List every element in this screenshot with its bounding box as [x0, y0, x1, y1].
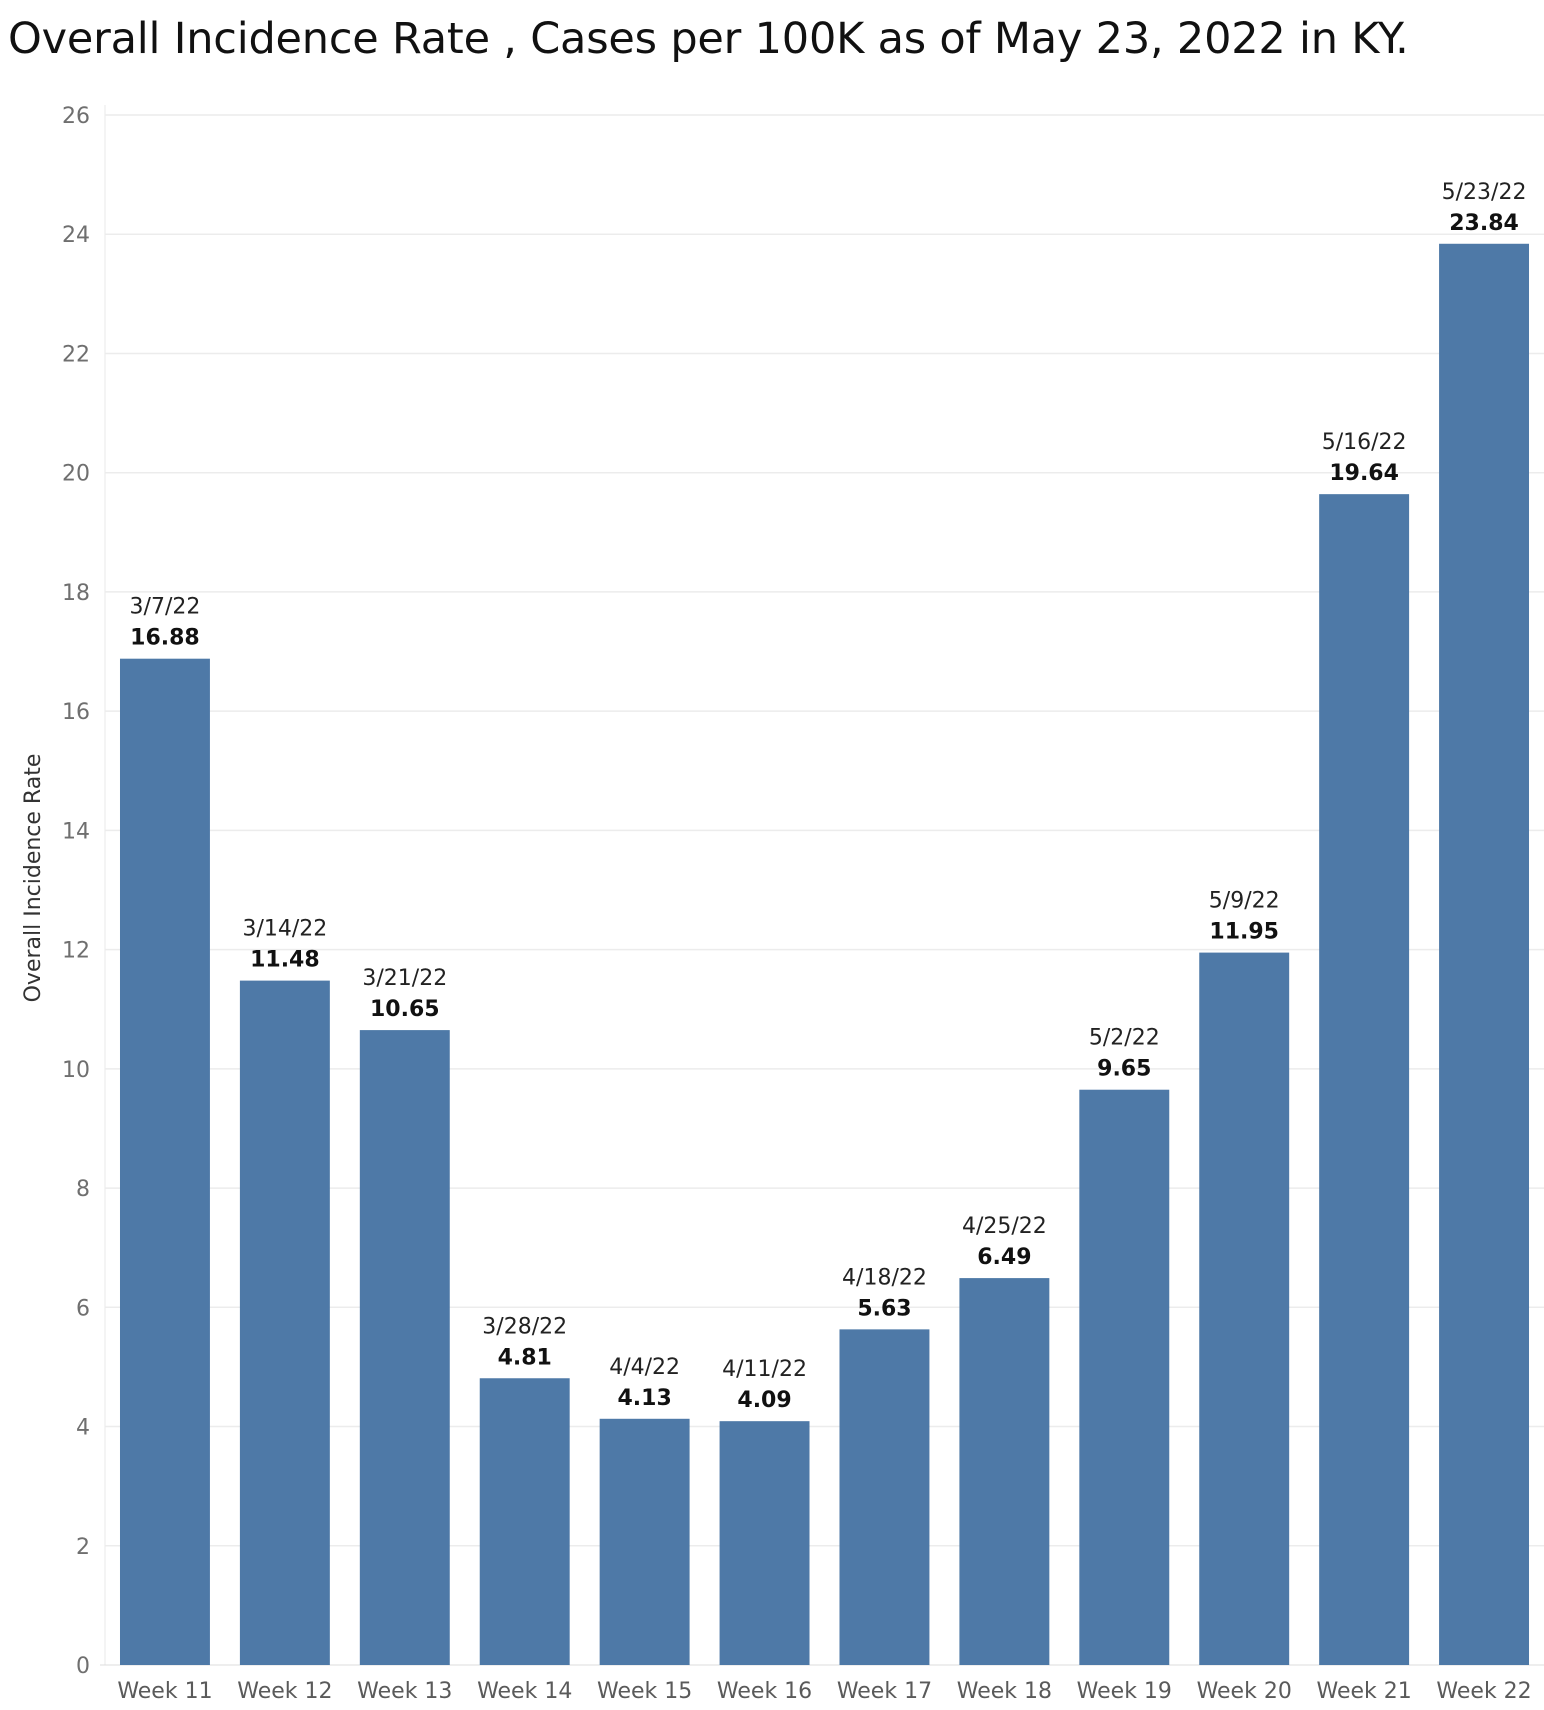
bar-value-label: 4.13: [617, 1386, 671, 1411]
x-axis-ticks: Week 11 Week 12 Week 13 Week 14 Week 15 Week …: [117, 1679, 1531, 1704]
bar-value-label: 9.65: [1097, 1057, 1151, 1082]
bar-date-label: 4/11/22: [722, 1357, 807, 1382]
gridlines: [100, 105, 1544, 1666]
x-tick-label: Week 13: [357, 1679, 452, 1704]
x-tick-label: Week 15: [597, 1679, 692, 1704]
x-tick-label: Week 21: [1316, 1679, 1411, 1704]
x-tick-label: Week 16: [717, 1679, 812, 1704]
bar-value-label: 11.48: [250, 948, 320, 973]
y-tick-label: 8: [76, 1177, 90, 1202]
bar-value-label: 19.64: [1329, 461, 1399, 486]
y-tick-label: 24: [62, 223, 90, 248]
bar-value-label: 16.88: [130, 626, 200, 651]
y-tick-label: 20: [62, 462, 90, 487]
y-tick-label: 0: [76, 1654, 90, 1679]
bar-date-label: 5/2/22: [1089, 1026, 1160, 1051]
bar-value-label: 6.49: [977, 1245, 1031, 1270]
bar-date-label: 3/7/22: [130, 595, 201, 620]
y-tick-label: 2: [76, 1535, 90, 1560]
y-tick-label: 14: [62, 819, 90, 844]
y-tick-label: 12: [62, 939, 90, 964]
x-tick-label: Week 20: [1197, 1679, 1292, 1704]
y-tick-label: 18: [62, 581, 90, 606]
bar: [1319, 494, 1410, 1666]
x-tick-label: Week 17: [837, 1679, 932, 1704]
y-tick-label: 26: [62, 104, 90, 129]
bar: [839, 1329, 930, 1665]
y-tick-label: 22: [62, 342, 90, 367]
y-axis-label: Overall Incidence Rate: [21, 754, 46, 1003]
bar-date-label: 5/9/22: [1209, 889, 1280, 914]
bar: [1439, 243, 1530, 1665]
bar-value-label: 5.63: [857, 1296, 911, 1321]
x-tick-label: Week 14: [477, 1679, 572, 1704]
bar-date-label: 4/25/22: [962, 1214, 1047, 1239]
bar-date-label: 5/23/22: [1442, 180, 1527, 205]
bar-value-label: 4.09: [737, 1388, 791, 1413]
bar-date-label: 5/16/22: [1322, 430, 1407, 455]
y-tick-label: 16: [62, 700, 90, 725]
y-tick-label: 6: [76, 1296, 90, 1321]
bar-date-label: 4/18/22: [842, 1265, 927, 1290]
bar-value-label: 23.84: [1449, 211, 1519, 236]
y-tick-label: 10: [62, 1058, 90, 1083]
bar-value-label: 10.65: [370, 997, 440, 1022]
bar: [239, 980, 330, 1665]
bar-value-label: 11.95: [1209, 920, 1279, 945]
x-tick-label: Week 18: [957, 1679, 1052, 1704]
bar-date-label: 3/14/22: [242, 917, 327, 942]
x-tick-label: Week 12: [237, 1679, 332, 1704]
bar-value-label: 4.81: [498, 1345, 552, 1370]
bar: [719, 1421, 810, 1665]
bar: [359, 1030, 450, 1665]
bar: [479, 1378, 570, 1665]
bar: [119, 658, 210, 1665]
bar-date-label: 4/4/22: [609, 1355, 680, 1380]
chart-title: Overall Incidence Rate , Cases per 100K …: [8, 14, 1409, 64]
y-tick-label: 4: [76, 1416, 90, 1441]
bar: [959, 1278, 1050, 1665]
data-labels: 3/7/22 16.88 3/14/22 11.48 3/21/22 10.65 3/28/…: [130, 180, 1527, 1413]
bar: [599, 1418, 690, 1665]
bar-date-label: 3/28/22: [482, 1314, 567, 1339]
x-tick-label: Week 19: [1077, 1679, 1172, 1704]
bars: [119, 243, 1530, 1666]
bar-date-label: 3/21/22: [362, 966, 447, 991]
x-tick-label: Week 22: [1436, 1679, 1531, 1704]
bar: [1199, 952, 1290, 1665]
x-tick-label: Week 11: [117, 1679, 212, 1704]
bar: [1079, 1089, 1170, 1665]
